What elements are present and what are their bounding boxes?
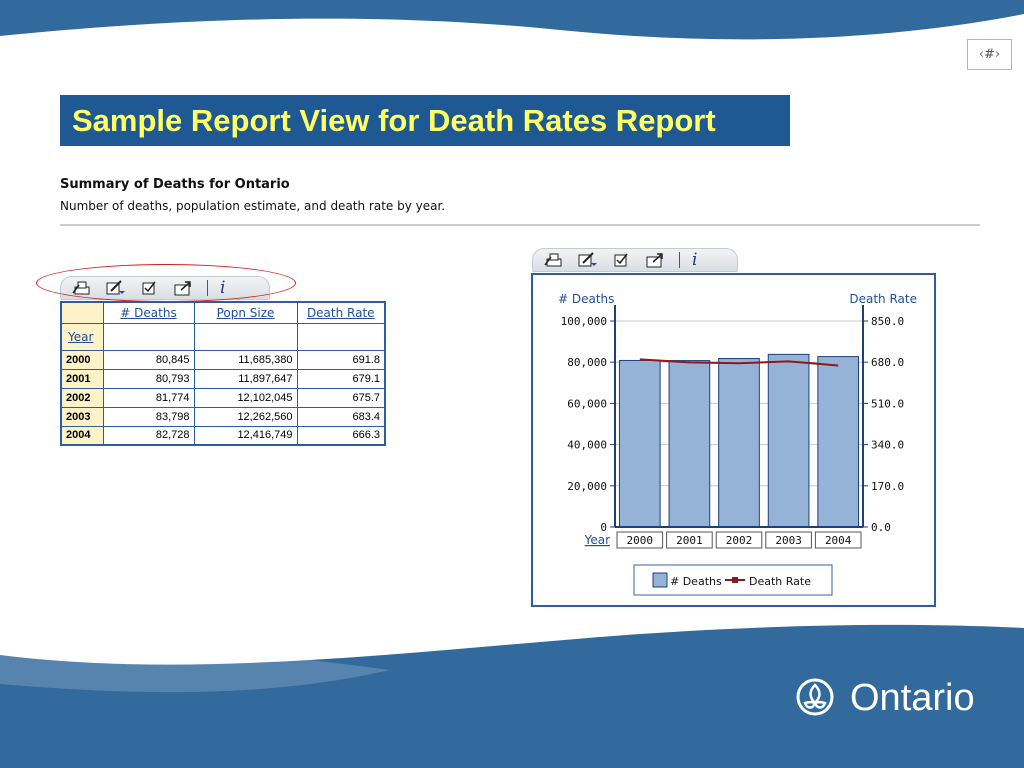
deaths-cell: 81,774 xyxy=(102,387,195,408)
year-cell: 2002 xyxy=(60,387,104,408)
ontario-trillium-logo xyxy=(796,678,834,716)
ontario-brand-text: Ontario xyxy=(850,677,975,719)
y-tick-label-right: 510.0 xyxy=(871,397,904,410)
table-row: 2002 81,774 12,102,045 675.7 xyxy=(60,387,386,408)
x-axis-title: Year xyxy=(584,533,610,547)
chart-toolbar: i xyxy=(532,248,738,272)
x-tick-label: 2000 xyxy=(627,534,654,547)
report-subheading: Number of deaths, population estimate, a… xyxy=(60,199,446,213)
legend-label-deaths: # Deaths xyxy=(670,575,722,588)
x-tick-label: 2002 xyxy=(726,534,753,547)
category-box xyxy=(666,531,713,549)
rate-cell: 683.4 xyxy=(296,406,386,427)
toolbar-highlight-oval xyxy=(36,264,296,302)
bar xyxy=(668,360,711,528)
y-tick-label-right: 850.0 xyxy=(871,315,904,328)
print-icon[interactable] xyxy=(543,251,565,269)
deaths-cell: 82,728 xyxy=(102,425,195,446)
popn-cell: 12,416,749 xyxy=(193,425,298,446)
y-tick-label-left: 100,000 xyxy=(561,315,607,328)
deaths-cell: 80,793 xyxy=(102,368,195,389)
rate-cell: 691.8 xyxy=(296,349,386,370)
y-axis-left-title: # Deaths xyxy=(558,292,614,306)
y-tick-label-right: 0.0 xyxy=(871,521,891,534)
category-box xyxy=(715,531,763,549)
popn-cell: 12,102,045 xyxy=(193,387,298,408)
y-tick-label-right: 680.0 xyxy=(871,356,904,369)
divider xyxy=(60,224,980,226)
table-corner xyxy=(60,301,104,324)
table-row: 2004 82,728 12,416,749 666.3 xyxy=(60,425,386,446)
rate-cell: 679.1 xyxy=(296,368,386,389)
year-cell: 2000 xyxy=(60,349,104,370)
edit-dropdown-icon[interactable] xyxy=(577,251,599,269)
column-header-popn[interactable]: Popn Size xyxy=(193,301,298,324)
legend-swatch-deaths xyxy=(652,572,668,588)
year-cell: 2003 xyxy=(60,406,104,427)
year-cell: 2004 xyxy=(60,425,104,446)
y-tick-label-left: 40,000 xyxy=(567,439,607,452)
y-axis-right-title: Death Rate xyxy=(849,292,917,306)
category-box xyxy=(765,531,812,549)
popn-cell: 11,897,647 xyxy=(193,368,298,389)
y-tick-label-right: 170.0 xyxy=(871,480,904,493)
rate-cell: 675.7 xyxy=(296,387,386,408)
deaths-cell: 80,845 xyxy=(102,349,195,370)
bar xyxy=(718,358,760,528)
x-tick-label: 2001 xyxy=(676,534,703,547)
bar xyxy=(817,356,860,528)
y-tick-label-left: 60,000 xyxy=(567,397,607,410)
category-box xyxy=(814,531,862,549)
popn-cell: 12,262,560 xyxy=(193,406,298,427)
slide-number: ‹#› xyxy=(967,39,1012,70)
rate-cell: 666.3 xyxy=(296,425,386,446)
bar xyxy=(618,359,661,528)
slide-title: Sample Report View for Death Rates Repor… xyxy=(60,95,790,146)
legend-label-rate: Death Rate xyxy=(749,575,811,588)
header-wave xyxy=(0,0,1024,40)
bar xyxy=(767,353,810,528)
y-tick-label-left: 20,000 xyxy=(567,480,607,493)
x-tick-label: 2003 xyxy=(775,534,802,547)
death-rate-line xyxy=(639,358,839,367)
table-row: 2001 80,793 11,897,647 679.1 xyxy=(60,368,386,389)
year-cell: 2001 xyxy=(60,368,104,389)
deaths-chart: # Deaths Death Rate 0 20,000 40,000 60,000 80,… xyxy=(558,292,917,596)
popn-cell: 11,685,380 xyxy=(193,349,298,370)
column-header-deaths[interactable]: # Deaths xyxy=(102,301,195,324)
chart-panel: # Deaths Death Rate 0 20,000 40,000 60,000 80,… xyxy=(531,273,936,607)
export-icon[interactable] xyxy=(645,251,667,269)
report-heading: Summary of Deaths for Ontario xyxy=(60,177,290,192)
toolbar-separator xyxy=(679,252,680,268)
info-icon[interactable]: i xyxy=(692,250,698,270)
legend-marker-rate xyxy=(732,577,738,583)
deaths-cell: 83,798 xyxy=(102,406,195,427)
table-row: 2003 83,798 12,262,560 683.4 xyxy=(60,406,386,427)
y-tick-label-right: 340.0 xyxy=(871,439,904,452)
row-header-year[interactable]: Year xyxy=(60,322,104,351)
y-tick-label-left: 0 xyxy=(600,521,607,534)
footer-wave xyxy=(0,624,1024,768)
category-box xyxy=(616,531,664,549)
column-header-rate[interactable]: Death Rate xyxy=(296,301,386,324)
table-row: 2000 80,845 11,685,380 691.8 xyxy=(60,349,386,370)
x-tick-label: 2004 xyxy=(825,534,852,547)
y-tick-label-left: 80,000 xyxy=(567,356,607,369)
deaths-table: # Deaths Popn Size Death Rate Year 2000 … xyxy=(60,301,386,446)
checkbox-icon[interactable] xyxy=(611,251,633,269)
